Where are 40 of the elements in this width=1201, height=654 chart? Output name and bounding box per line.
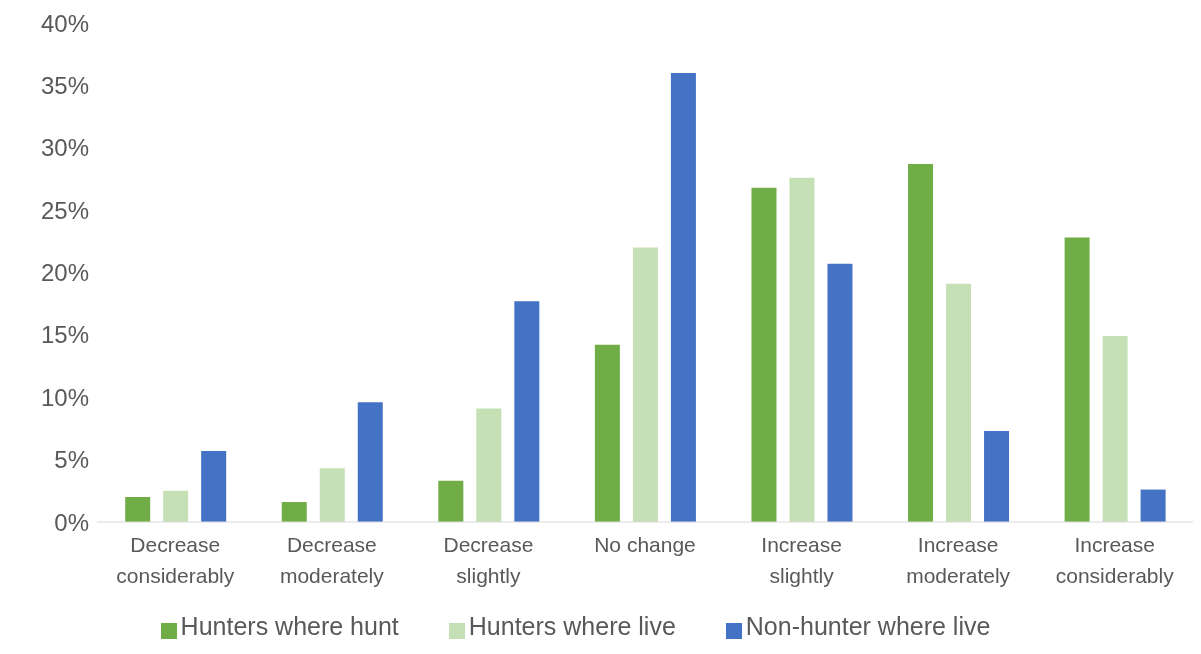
x-tick-label: Decrease considerably: [116, 533, 235, 587]
x-tick-label: Increase moderately: [906, 533, 1011, 587]
bar: [908, 163, 934, 522]
legend-label: Hunters where hunt: [180, 612, 399, 640]
bar: [946, 283, 972, 522]
y-tick-label: 5%: [54, 446, 89, 474]
bar: [984, 430, 1010, 522]
bar: [1064, 237, 1090, 522]
bar: [201, 450, 227, 522]
bar: [632, 247, 658, 522]
y-tick-label: 0%: [54, 508, 89, 536]
bar: [357, 402, 383, 522]
x-tick-label: Increase slightly: [761, 533, 842, 587]
bar: [163, 490, 189, 522]
y-tick-label: 20%: [40, 259, 89, 287]
x-tick-label: Decrease slightly: [443, 533, 534, 587]
bar: [594, 344, 620, 522]
bar: [125, 497, 151, 522]
bar: [438, 480, 464, 522]
bar: [827, 263, 853, 522]
y-tick-label: 35%: [40, 71, 89, 99]
bar: [319, 468, 345, 522]
y-tick-label: 15%: [40, 321, 89, 349]
bar: [789, 177, 815, 522]
bar: [1140, 489, 1166, 522]
bar: [281, 502, 307, 522]
y-tick-label: 10%: [40, 383, 89, 411]
bar: [1102, 336, 1128, 522]
x-tick-label: Decrease moderately: [279, 533, 385, 587]
y-tick-label: 40%: [40, 9, 89, 37]
legend-label: Hunters where live: [468, 612, 676, 640]
legend-label: Non-hunter where live: [745, 612, 991, 640]
x-tick-label: No change: [594, 533, 696, 556]
bar: [514, 301, 540, 522]
bar: [670, 72, 696, 522]
y-tick-label: 25%: [40, 196, 89, 224]
bar: [476, 408, 502, 522]
x-tick-label: Increase considerably: [1055, 533, 1175, 587]
y-tick-label: 30%: [40, 134, 89, 162]
bar: [751, 187, 777, 522]
